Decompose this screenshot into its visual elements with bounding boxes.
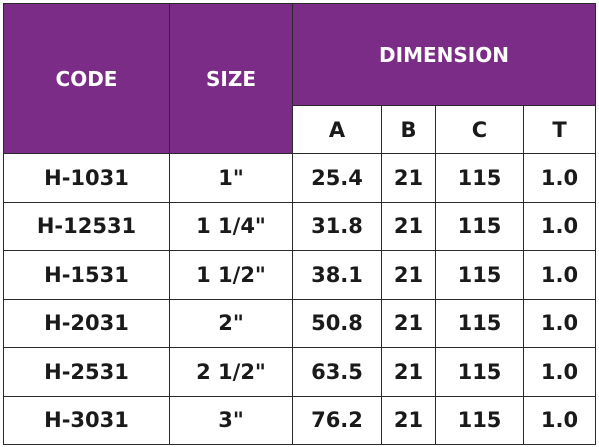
header-t: T xyxy=(523,105,596,154)
cell-a: 31.8 xyxy=(292,201,382,251)
cell-a: 50.8 xyxy=(292,298,382,348)
header-a: A xyxy=(292,105,382,154)
cell-size: 2" xyxy=(169,298,293,348)
header-dimension: DIMENSION xyxy=(292,3,596,106)
cell-c: 115 xyxy=(435,298,524,348)
table-body: H-1031 1" 25.4 21 115 1.0 H-12531 1 1/4"… xyxy=(3,153,596,445)
header-code: CODE xyxy=(3,3,170,154)
cell-a: 63.5 xyxy=(292,347,382,397)
cell-c: 115 xyxy=(435,153,524,203)
cell-size: 1 1/2" xyxy=(169,250,293,300)
header-row-main: CODE SIZE DIMENSION xyxy=(3,3,596,154)
cell-c: 115 xyxy=(435,347,524,397)
table-row: H-1031 1" 25.4 21 115 1.0 xyxy=(3,153,596,203)
cell-a: 25.4 xyxy=(292,153,382,203)
header-c: C xyxy=(435,105,524,154)
table-row: H-2031 2" 50.8 21 115 1.0 xyxy=(3,298,596,348)
cell-size: 1 1/4" xyxy=(169,201,293,251)
table-header: CODE SIZE DIMENSION A B C T xyxy=(3,3,596,154)
cell-b: 21 xyxy=(381,395,436,445)
cell-b: 21 xyxy=(381,153,436,203)
cell-b: 21 xyxy=(381,347,436,397)
header-row-sub: A B C T xyxy=(4,105,596,154)
table-row: H-12531 1 1/4" 31.8 21 115 1.0 xyxy=(3,201,596,251)
cell-t: 1.0 xyxy=(523,153,596,203)
cell-size: 2 1/2" xyxy=(169,347,293,397)
cell-code: H-3031 xyxy=(3,395,170,445)
cell-a: 38.1 xyxy=(292,250,382,300)
table-row: H-1531 1 1/2" 38.1 21 115 1.0 xyxy=(3,250,596,300)
header-size: SIZE xyxy=(169,3,293,154)
cell-a: 76.2 xyxy=(292,395,382,445)
cell-size: 1" xyxy=(169,153,293,203)
cell-c: 115 xyxy=(435,395,524,445)
cell-t: 1.0 xyxy=(523,250,596,300)
cell-t: 1.0 xyxy=(523,395,596,445)
table-row: H-3031 3" 76.2 21 115 1.0 xyxy=(3,395,596,445)
header-b: B xyxy=(381,105,436,154)
dimension-table: CODE SIZE DIMENSION A B C T H-1031 1" 25… xyxy=(3,3,596,445)
cell-code: H-2531 xyxy=(3,347,170,397)
cell-c: 115 xyxy=(435,201,524,251)
cell-t: 1.0 xyxy=(523,347,596,397)
cell-code: H-1031 xyxy=(3,153,170,203)
cell-code: H-2031 xyxy=(3,298,170,348)
cell-code: H-1531 xyxy=(3,250,170,300)
cell-b: 21 xyxy=(381,298,436,348)
cell-b: 21 xyxy=(381,201,436,251)
table-row: H-2531 2 1/2" 63.5 21 115 1.0 xyxy=(3,347,596,397)
cell-t: 1.0 xyxy=(523,201,596,251)
cell-t: 1.0 xyxy=(523,298,596,348)
cell-b: 21 xyxy=(381,250,436,300)
cell-c: 115 xyxy=(435,250,524,300)
cell-size: 3" xyxy=(169,395,293,445)
cell-code: H-12531 xyxy=(3,201,170,251)
